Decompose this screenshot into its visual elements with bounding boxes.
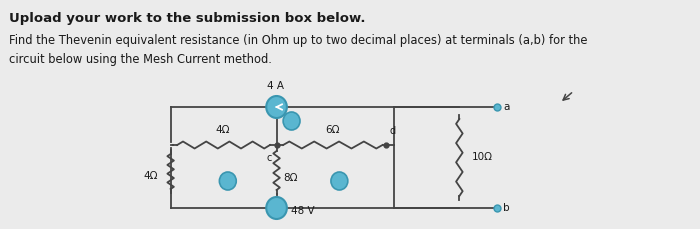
Text: c: c [267, 153, 272, 163]
Text: 10Ω: 10Ω [472, 152, 493, 162]
Circle shape [266, 197, 287, 219]
Circle shape [219, 172, 237, 190]
Text: 48 V: 48 V [290, 206, 314, 216]
Text: +: + [272, 200, 281, 210]
Text: $\mathit{I}_2$: $\mathit{I}_2$ [335, 176, 342, 188]
Text: Upload your work to the submission box below.: Upload your work to the submission box b… [9, 12, 366, 25]
Text: 4Ω: 4Ω [216, 125, 230, 135]
Text: $\mathit{I}_1$: $\mathit{I}_1$ [223, 176, 231, 188]
Text: 8Ω: 8Ω [283, 173, 298, 183]
Text: b: b [503, 203, 510, 213]
Text: $\mathit{I}_3$: $\mathit{I}_3$ [286, 116, 295, 128]
Text: Find the Thevenin equivalent resistance (in Ohm up to two decimal places) at ter: Find the Thevenin equivalent resistance … [9, 34, 588, 65]
Text: −: − [272, 207, 281, 217]
Text: 4 A: 4 A [267, 81, 284, 91]
Circle shape [266, 96, 287, 118]
Text: d: d [389, 126, 396, 136]
Text: 6Ω: 6Ω [326, 125, 340, 135]
Text: 4Ω: 4Ω [143, 171, 158, 181]
Circle shape [331, 172, 348, 190]
Text: a: a [503, 102, 510, 112]
Circle shape [283, 112, 300, 130]
